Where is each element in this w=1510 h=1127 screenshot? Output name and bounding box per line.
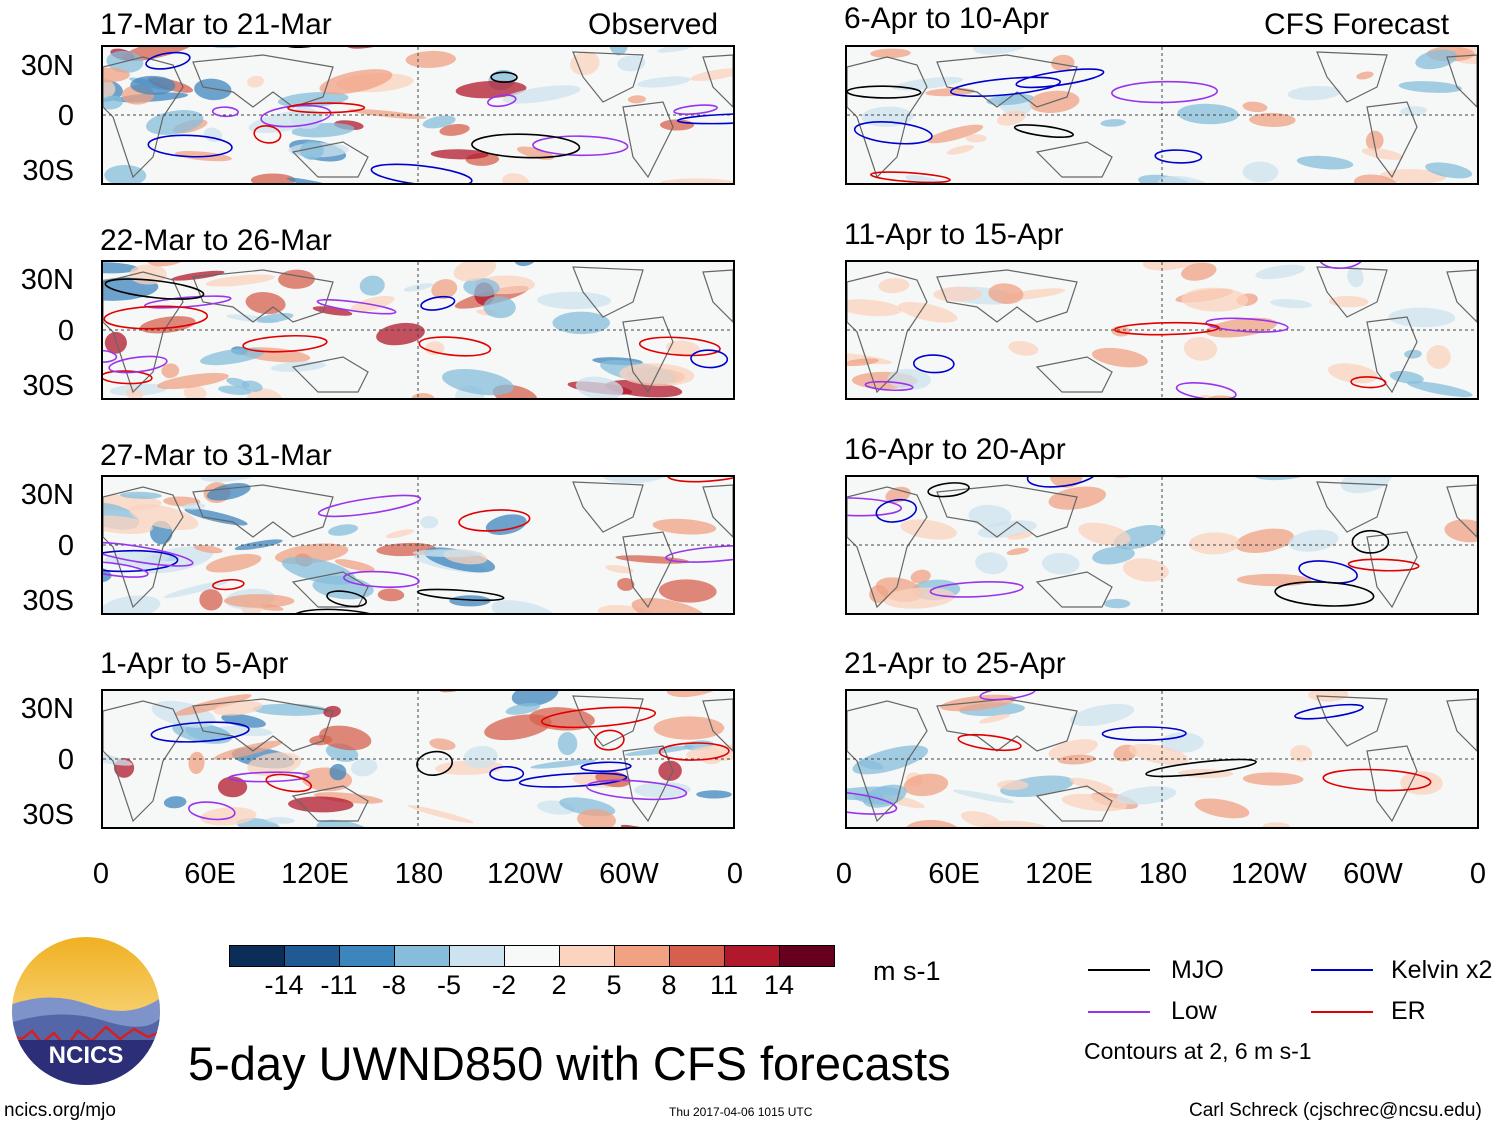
legend-line-low (1088, 1011, 1150, 1013)
colorbar-swatch (339, 945, 395, 967)
y-tick-label: 0 (57, 744, 74, 776)
map-field (103, 691, 733, 827)
panel-title-left-1: 17-Mar to 21-Mar (100, 8, 332, 41)
map-panel-left-4 (101, 689, 735, 829)
y-tick-label: 30N (20, 264, 74, 296)
colorbar-label: 8 (661, 970, 677, 1000)
colorbar-swatch (614, 945, 670, 967)
legend-label-kelvin: Kelvin x2 (1391, 956, 1493, 984)
map-field (847, 477, 1477, 613)
y-tick-label: 0 (57, 315, 74, 347)
map-field (103, 47, 733, 183)
colorbar-label: -14 (264, 970, 304, 1000)
cfs-forecast-tag: CFS Forecast (1264, 8, 1450, 41)
legend-label-mjo: MJO (1171, 956, 1224, 984)
map-field (847, 691, 1477, 827)
legend-label-low: Low (1171, 997, 1217, 1025)
x-tick-label: 0 (92, 858, 110, 890)
colorbar-label: -8 (381, 970, 406, 1000)
panel-title-right-4: 21-Apr to 25-Apr (844, 647, 1066, 680)
map-panel-right-1 (845, 45, 1479, 185)
legend-line-kelvin (1311, 969, 1373, 971)
map-panel-left-1 (101, 45, 735, 185)
colorbar-swatch (559, 945, 615, 967)
units-label: m s-1 (873, 956, 941, 986)
colorbar-label: 11 (709, 970, 739, 1000)
x-tick-label: 60W (599, 858, 659, 890)
y-tick-label: 30S (22, 155, 74, 187)
legend-label-er: ER (1391, 997, 1426, 1025)
observed-tag: Observed (588, 8, 719, 41)
panel-title-right-3: 16-Apr to 20-Apr (844, 433, 1066, 466)
map-field (103, 477, 733, 613)
y-tick-label: 30S (22, 370, 74, 402)
colorbar-label: 5 (606, 970, 622, 1000)
colorbar-label: -11 (320, 970, 358, 1000)
x-tick-label: 60W (1343, 858, 1403, 890)
x-tick-label: 120W (1231, 858, 1307, 890)
map-panel-right-3 (845, 475, 1479, 615)
colorbar-swatch (779, 945, 835, 967)
url-link[interactable]: ncics.org/mjo (4, 1100, 116, 1121)
x-tick-label: 120W (487, 858, 563, 890)
map-field (847, 262, 1477, 398)
legend-line-er (1311, 1011, 1373, 1013)
ncics-logo: NCICS (12, 937, 160, 1085)
y-tick-label: 30S (22, 585, 74, 617)
x-tick-label: 180 (394, 858, 444, 890)
x-tick-label: 120E (281, 858, 349, 890)
x-tick-label: 0 (726, 858, 744, 890)
colorbar-swatch (284, 945, 340, 967)
panel-title-right-2: 11-Apr to 15-Apr (844, 218, 1064, 251)
logo-text: NCICS (49, 1042, 124, 1069)
y-tick-label: 30N (20, 50, 74, 82)
timestamp: Thu 2017-04-06 1015 UTC (669, 1105, 813, 1119)
panel-title-left-2: 22-Mar to 26-Mar (100, 224, 332, 257)
panel-title-left-4: 1-Apr to 5-Apr (100, 647, 289, 680)
map-panel-left-2 (101, 260, 735, 400)
map-field (847, 47, 1477, 183)
x-tick-label: 0 (835, 858, 853, 890)
colorbar-label: 2 (551, 970, 567, 1000)
author-credit: Carl Schreck (cjschrec@ncsu.edu) (1189, 1100, 1482, 1121)
y-tick-label: 30S (22, 799, 74, 831)
legend-line-mjo (1088, 969, 1150, 971)
map-field (103, 262, 733, 398)
y-tick-label: 30N (20, 479, 74, 511)
map-panel-right-4 (845, 689, 1479, 829)
colorbar-swatch (394, 945, 450, 967)
contour-note: Contours at 2, 6 m s-1 (1084, 1038, 1312, 1064)
x-tick-label: 60E (184, 858, 236, 890)
x-tick-label: 0 (1469, 858, 1487, 890)
colorbar-swatch (669, 945, 725, 967)
colorbar-swatch (504, 945, 560, 967)
y-tick-label: 0 (57, 100, 74, 132)
colorbar-swatch (229, 945, 285, 967)
colorbar-label: -5 (436, 970, 461, 1000)
x-tick-label: 60E (928, 858, 980, 890)
colorbar-label: 14 (763, 970, 795, 1000)
colorbar-label: -2 (491, 970, 516, 1000)
x-tick-label: 120E (1025, 858, 1093, 890)
x-tick-label: 180 (1138, 858, 1188, 890)
colorbar-swatch (449, 945, 505, 967)
main-title: 5-day UWND850 with CFS forecasts (188, 1037, 951, 1090)
panel-title-left-3: 27-Mar to 31-Mar (100, 439, 332, 472)
map-panel-right-2 (845, 260, 1479, 400)
colorbar-swatch (724, 945, 780, 967)
panel-title-right-1: 6-Apr to 10-Apr (844, 2, 1050, 35)
y-tick-label: 30N (20, 693, 74, 725)
y-tick-label: 0 (57, 530, 74, 562)
map-panel-left-3 (101, 475, 735, 615)
